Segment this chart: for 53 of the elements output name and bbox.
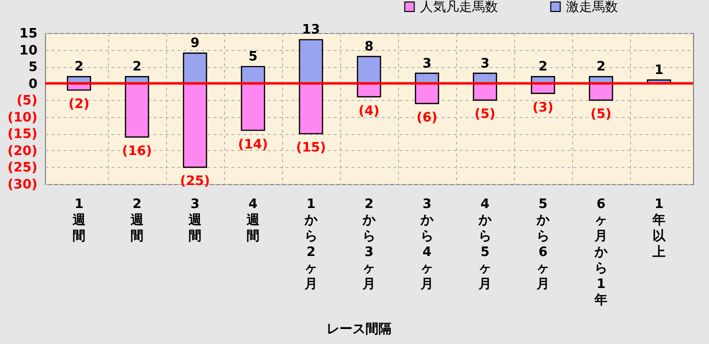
data-label: (4)	[358, 104, 380, 119]
y-tick-label: 10	[19, 43, 38, 58]
data-label: 13	[302, 22, 320, 38]
data-label: (14)	[238, 137, 268, 152]
data-label: (3)	[532, 100, 554, 116]
bar	[240, 82, 266, 131]
y-tick-label: (20)	[8, 144, 38, 159]
legend-label: 人気凡走馬数	[420, 0, 498, 15]
x-tick-label: 4週間	[246, 197, 260, 244]
bar	[182, 82, 208, 168]
x-tick-label: 2週間	[130, 197, 144, 244]
data-label: (5)	[590, 107, 612, 122]
legend-label: 激走馬数	[566, 0, 618, 15]
data-label: 2	[596, 60, 606, 75]
x-tick-label: 6ヶ月から1年	[594, 197, 608, 308]
x-tick-label: 1から2ヶ月	[304, 197, 318, 292]
x-tick-label: 2から3ヶ月	[362, 197, 376, 292]
data-label: 1	[654, 62, 664, 78]
data-label: 3	[480, 56, 490, 72]
x-tick-label: 5から6ヶ月	[536, 197, 550, 292]
y-tick-label: 5	[28, 60, 38, 76]
bar	[356, 56, 382, 84]
bar	[298, 82, 324, 134]
y-tick-label: 0	[28, 76, 38, 92]
bar	[182, 52, 208, 84]
data-label: 2	[132, 60, 142, 75]
y-tick-label: (15)	[8, 127, 38, 142]
data-label: (16)	[122, 144, 152, 160]
data-label: (2)	[68, 97, 90, 112]
data-label: (25)	[180, 174, 210, 190]
bar	[414, 82, 440, 104]
data-label: 9	[190, 36, 200, 52]
x-tick-label: 1週間	[72, 197, 86, 244]
data-label: 5	[248, 50, 258, 65]
x-tick-label: 3週間	[188, 197, 202, 244]
data-label: (5)	[474, 107, 496, 122]
y-tick-label: (10)	[8, 110, 38, 126]
x-axis-title: レース間隔	[326, 322, 392, 337]
y-tick-label: (30)	[8, 178, 38, 192]
data-label: (15)	[296, 140, 326, 156]
y-tick-label: 15	[19, 26, 38, 42]
bar	[298, 39, 324, 84]
y-tick-label: (5)	[16, 94, 38, 109]
data-label: 2	[74, 60, 84, 75]
x-tick-label: 4から5ヶ月	[478, 197, 492, 292]
y-tick-label: (25)	[8, 160, 38, 176]
x-tick-label: 1年以上	[652, 197, 666, 260]
data-label: (6)	[416, 110, 438, 126]
bar	[124, 82, 150, 138]
data-label: 8	[364, 39, 374, 54]
data-label: 3	[422, 56, 432, 72]
data-label: 2	[538, 60, 548, 75]
x-tick-label: 3から4ヶ月	[420, 197, 434, 292]
